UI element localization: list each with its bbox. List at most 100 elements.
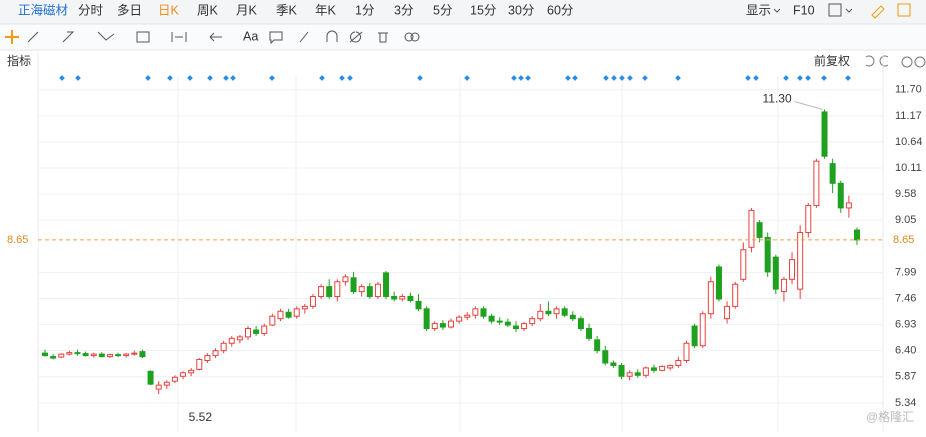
layout-button[interactable] xyxy=(828,3,842,17)
event-marker xyxy=(805,75,811,81)
candle-body xyxy=(131,352,138,355)
event-marker xyxy=(417,75,423,81)
candle-body xyxy=(715,266,722,300)
font-tool[interactable]: Aa xyxy=(243,29,258,43)
last-price-label: 8.65 xyxy=(893,234,914,246)
candle-body xyxy=(553,308,560,315)
min-label: 5.52 xyxy=(189,410,213,424)
candle-body xyxy=(586,328,593,339)
event-marker xyxy=(269,75,275,81)
period-tab[interactable]: 5分 xyxy=(433,3,452,17)
zoom-out[interactable] xyxy=(914,56,926,68)
event-marker xyxy=(642,75,648,81)
period-tab[interactable]: 60分 xyxy=(547,3,573,17)
candle-body xyxy=(301,305,308,310)
period-tab[interactable]: 分时 xyxy=(78,3,104,17)
y-tick-label: 9.05 xyxy=(895,214,916,226)
y-tick-label: 5.34 xyxy=(895,397,916,409)
indicator-label[interactable]: 指标 xyxy=(7,53,31,68)
candle-body xyxy=(837,182,844,209)
candle-body xyxy=(374,283,381,298)
zoom-in[interactable] xyxy=(901,56,913,68)
period-tab[interactable]: 月K xyxy=(236,3,258,17)
caret xyxy=(845,8,853,13)
candle-body xyxy=(391,296,398,300)
period-tab[interactable]: 1分 xyxy=(355,3,374,17)
event-marker xyxy=(745,75,751,81)
candle-body xyxy=(350,277,357,293)
candle-body xyxy=(74,352,81,355)
y-tick-label: 5.87 xyxy=(895,371,916,383)
event-marker xyxy=(339,75,345,81)
candle-body xyxy=(407,296,414,301)
tool-icons[interactable] xyxy=(269,30,420,45)
candle-body xyxy=(545,310,552,315)
candle-body xyxy=(699,313,706,347)
candle-body xyxy=(163,381,170,386)
candle-body xyxy=(358,286,365,293)
event-marker xyxy=(347,75,353,81)
candle-body xyxy=(748,209,755,248)
event-marker xyxy=(230,75,236,81)
event-marker xyxy=(464,75,470,81)
candle-body xyxy=(480,308,487,317)
event-marker xyxy=(319,75,325,81)
period-tab[interactable]: 3分 xyxy=(394,3,413,17)
candle-body xyxy=(805,204,812,234)
candle-body xyxy=(431,323,438,330)
candle-body xyxy=(651,367,657,371)
period-tab[interactable]: 季K xyxy=(276,3,298,17)
event-marker xyxy=(845,75,851,81)
move-tool[interactable] xyxy=(5,30,19,44)
candle-body xyxy=(383,272,390,298)
last-price-box xyxy=(0,231,38,248)
candle-body xyxy=(707,281,714,315)
candle-body xyxy=(569,314,576,320)
candle-body xyxy=(577,318,584,330)
caret xyxy=(773,8,781,13)
candle-body xyxy=(456,316,463,322)
candle-body xyxy=(854,229,860,241)
period-tab[interactable]: 日K xyxy=(158,3,180,17)
event-marker xyxy=(207,75,213,81)
event-marker xyxy=(603,75,609,81)
candle-body xyxy=(821,111,828,157)
candle-body xyxy=(115,354,122,357)
candle-body xyxy=(594,339,601,352)
candle-body xyxy=(58,353,65,358)
tool-button[interactable] xyxy=(897,3,911,17)
draw-button[interactable] xyxy=(871,5,885,19)
candle-body xyxy=(106,354,113,358)
period-tab[interactable]: 年K xyxy=(315,3,337,17)
candle-body xyxy=(212,350,219,357)
y-tick-label: 10.11 xyxy=(895,162,922,174)
candle-body xyxy=(253,329,260,334)
candle-body xyxy=(789,259,796,280)
period-tab[interactable]: 多日 xyxy=(117,3,142,17)
period-tab[interactable]: 30分 xyxy=(508,3,534,17)
candle-body xyxy=(318,286,325,298)
adjust-label[interactable]: 前复权 xyxy=(814,53,850,68)
period-tab[interactable]: 周K xyxy=(197,3,219,17)
candle-body xyxy=(98,353,105,358)
f10-button[interactable]: F10 xyxy=(793,3,815,17)
stock-name: 正海磁材 xyxy=(18,2,68,17)
candle-body xyxy=(512,325,519,330)
candle-body xyxy=(123,353,130,357)
candle-body xyxy=(732,283,739,307)
candle-body xyxy=(772,256,779,290)
draw-tools[interactable] xyxy=(27,31,222,43)
candle-body xyxy=(740,249,747,280)
tool-bar xyxy=(0,24,926,50)
period-tab[interactable]: 15分 xyxy=(470,3,496,17)
display-menu[interactable]: 显示 xyxy=(746,3,771,17)
candle-body xyxy=(496,320,503,323)
undo-redo[interactable] xyxy=(865,55,889,67)
candle-body xyxy=(415,300,422,310)
candle-body xyxy=(155,384,162,390)
candle-body xyxy=(188,369,195,374)
candle-body xyxy=(261,325,268,334)
watermark: @格隆汇 xyxy=(866,409,914,424)
candle-body xyxy=(724,305,731,320)
